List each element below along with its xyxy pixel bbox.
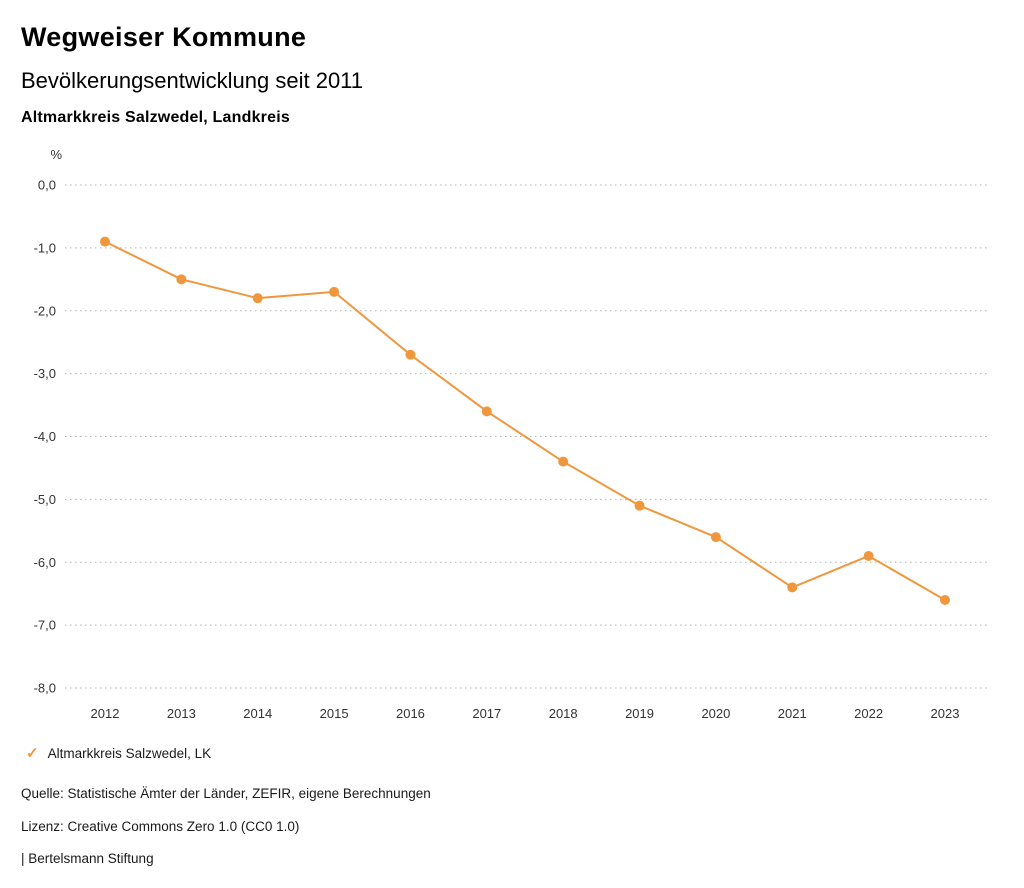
- chart-area: % 0,0 -1,0 -2,0 -3,0 -4,0 -5,0 -6,0 -7,0 -8,0 2012…: [0, 140, 1024, 732]
- source-text: Quelle: Statistische Ämter der Länder, Z…: [21, 786, 431, 801]
- y-tick-label: -1,0: [34, 240, 56, 255]
- region-label: Altmarkkreis Salzwedel, Landkreis: [21, 109, 290, 126]
- app-title: Wegweiser Kommune: [21, 22, 307, 52]
- x-tick-label: 2017: [472, 706, 501, 721]
- population-line-chart: % 0,0 -1,0 -2,0 -3,0 -4,0 -5,0 -6,0 -7,0 -8,0 2012…: [34, 147, 990, 721]
- data-point[interactable]: [863, 550, 874, 561]
- data-point[interactable]: [481, 406, 492, 417]
- y-tick-label: -5,0: [34, 492, 56, 507]
- legend-check-icon: ✓: [26, 745, 39, 762]
- license-text: Lizenz: Creative Commons Zero 1.0 (CC0 1…: [21, 818, 300, 834]
- y-tick-label: -4,0: [34, 429, 56, 444]
- data-point[interactable]: [558, 456, 569, 467]
- data-point[interactable]: [405, 349, 416, 360]
- header: Wegweiser Kommune Bevölkerungsentwicklun…: [21, 22, 1003, 127]
- y-tick-label: 0,0: [38, 178, 56, 193]
- y-axis-unit-label: %: [50, 147, 62, 162]
- data-point[interactable]: [252, 293, 263, 304]
- data-point[interactable]: [710, 532, 721, 543]
- x-tick-label: 2022: [854, 706, 883, 721]
- x-tick-label: 2021: [778, 706, 807, 721]
- footer: Quelle: Statistische Ämter der Länder, Z…: [21, 786, 431, 884]
- y-tick-label: -8,0: [34, 681, 56, 696]
- data-point[interactable]: [787, 582, 798, 593]
- legend-item-label: Altmarkkreis Salzwedel, LK: [47, 746, 212, 761]
- x-tick-label: 2014: [243, 706, 272, 721]
- legend[interactable]: ✓ Altmarkkreis Salzwedel, LK: [26, 746, 211, 761]
- series-line: [104, 240, 946, 601]
- y-tick-label: -2,0: [34, 303, 56, 318]
- chart-title: Bevölkerungsentwicklung seit 2011: [21, 68, 364, 93]
- data-point[interactable]: [329, 286, 340, 297]
- y-tick-label: -6,0: [34, 555, 56, 570]
- data-point[interactable]: [176, 274, 187, 285]
- x-tick-label: 2015: [320, 706, 349, 721]
- attribution-text: | Bertelsmann Stiftung: [21, 851, 154, 866]
- x-tick-label: 2013: [167, 706, 196, 721]
- data-point[interactable]: [100, 236, 110, 247]
- x-tick-label: 2020: [701, 706, 730, 721]
- x-tick-label: 2023: [931, 706, 960, 721]
- y-tick-label: -7,0: [34, 618, 56, 633]
- data-point[interactable]: [940, 594, 950, 605]
- x-tick-label: 2012: [91, 706, 120, 721]
- y-tick-label: -3,0: [34, 366, 56, 381]
- x-tick-label: 2019: [625, 706, 654, 721]
- x-tick-label: 2018: [549, 706, 578, 721]
- x-tick-label: 2016: [396, 706, 425, 721]
- data-point[interactable]: [634, 500, 645, 511]
